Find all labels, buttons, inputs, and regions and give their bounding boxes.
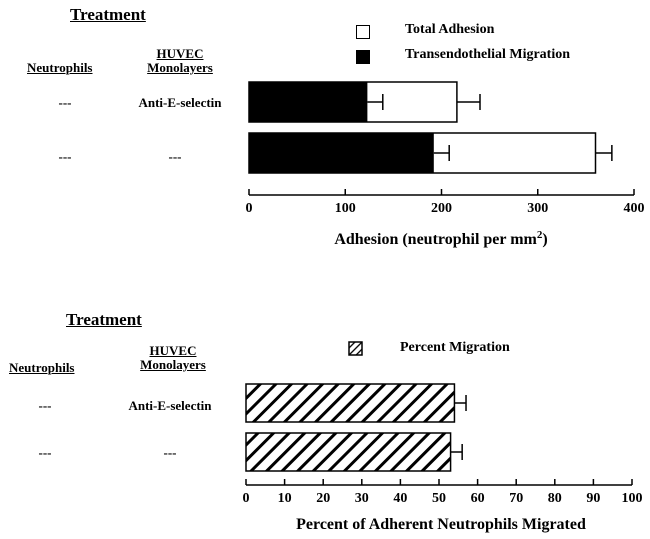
percent-tick-label-3: 30: [355, 491, 369, 506]
treatment-heading-2: Treatment: [66, 310, 142, 329]
migration-error-bar-1: [433, 145, 450, 161]
row1-huvec-cell: Anti-E-selectin: [138, 95, 222, 110]
row1-neutrophils-cell-2: ---: [38, 398, 52, 413]
row1-huvec-cell-2: Anti-E-selectin: [128, 398, 212, 413]
percent-migration-chart-panel: Treatment Neutrophils HUVEC Monolayers -…: [0, 300, 650, 539]
row2-neutrophils-cell-2: ---: [38, 445, 52, 460]
percent-migration-error-bar-0: [454, 395, 467, 411]
adhesion-x-axis-label: Adhesion (neutrophil per mm2): [334, 229, 547, 248]
legend-swatch-total-adhesion: [356, 25, 370, 39]
row1-neutrophils-cell: ---: [58, 95, 72, 110]
migration-bar-1: [249, 133, 434, 173]
legend-swatch-percent-migration: [348, 341, 363, 356]
total-adhesion-error-bar-0: [456, 94, 481, 110]
huvec-column-header-2: HUVEC Monolayers: [133, 344, 213, 372]
adhesion-bar-chart: 0 100 200 300 400 Adhesion (neutrophil per m…: [246, 81, 645, 248]
percent-tick-label-5: 50: [432, 491, 446, 506]
treatment-heading: Treatment: [70, 5, 146, 24]
row2-huvec-cell-2: ---: [163, 445, 177, 460]
neutrophils-column-header-2: Neutrophils: [9, 360, 75, 375]
row2-neutrophils-cell: ---: [58, 149, 72, 164]
huvec-column-header: HUVEC Monolayers: [140, 47, 220, 75]
adhesion-tick-label-3: 300: [527, 201, 548, 216]
huvec-header-line1: HUVEC: [156, 46, 204, 61]
migration-bar-0: [249, 82, 368, 122]
percent-migration-x-axis: 0 10 20 30 40 50 60 70 80 90 100: [243, 479, 643, 506]
row2-huvec-cell: ---: [168, 149, 182, 164]
adhesion-tick-label-2: 200: [431, 201, 452, 216]
legend-label-total-adhesion: Total Adhesion: [405, 22, 495, 37]
percent-migration-bar-0: [245, 383, 456, 423]
percent-migration-bar-1: [245, 432, 452, 472]
percent-tick-label-2: 20: [316, 491, 330, 506]
adhesion-tick-label-0: 0: [246, 201, 253, 216]
percent-tick-label-10: 100: [622, 491, 643, 506]
adhesion-x-axis: 0 100 200 300 400: [246, 189, 645, 216]
percent-migration-x-axis-label: Percent of Adherent Neutrophils Migrated: [296, 516, 586, 533]
neutrophils-column-header: Neutrophils: [27, 60, 93, 75]
percent-tick-label-7: 70: [509, 491, 523, 506]
percent-tick-label-4: 40: [393, 491, 407, 506]
percent-tick-label-9: 90: [586, 491, 600, 506]
adhesion-tick-label-4: 400: [624, 201, 645, 216]
total-adhesion-error-bar-1: [595, 145, 613, 161]
legend-label-migration: Transendothelial Migration: [405, 47, 571, 62]
adhesion-chart-panel: Treatment Neutrophils HUVEC Monolayers -…: [0, 0, 650, 260]
huvec-header-line2: Monolayers: [147, 60, 213, 75]
huvec-header-line2-2: Monolayers: [140, 357, 206, 372]
huvec-header-line1-2: HUVEC: [149, 343, 197, 358]
migration-error-bar-0: [367, 94, 384, 110]
percent-tick-label-1: 10: [278, 491, 292, 506]
percent-migration-error-bar-1: [450, 444, 463, 460]
percent-migration-bar-chart: 0 10 20 30 40 50 60 70 80 90 100 Percent of Adhere…: [243, 383, 643, 533]
legend-label-percent-migration: Percent Migration: [400, 340, 510, 355]
legend-swatch-migration: [356, 50, 370, 64]
percent-migration-bars: [245, 383, 467, 472]
percent-tick-label-0: 0: [243, 491, 250, 506]
adhesion-tick-label-1: 100: [335, 201, 356, 216]
percent-tick-label-8: 80: [548, 491, 562, 506]
adhesion-bars: [248, 81, 613, 174]
percent-tick-label-6: 60: [471, 491, 485, 506]
